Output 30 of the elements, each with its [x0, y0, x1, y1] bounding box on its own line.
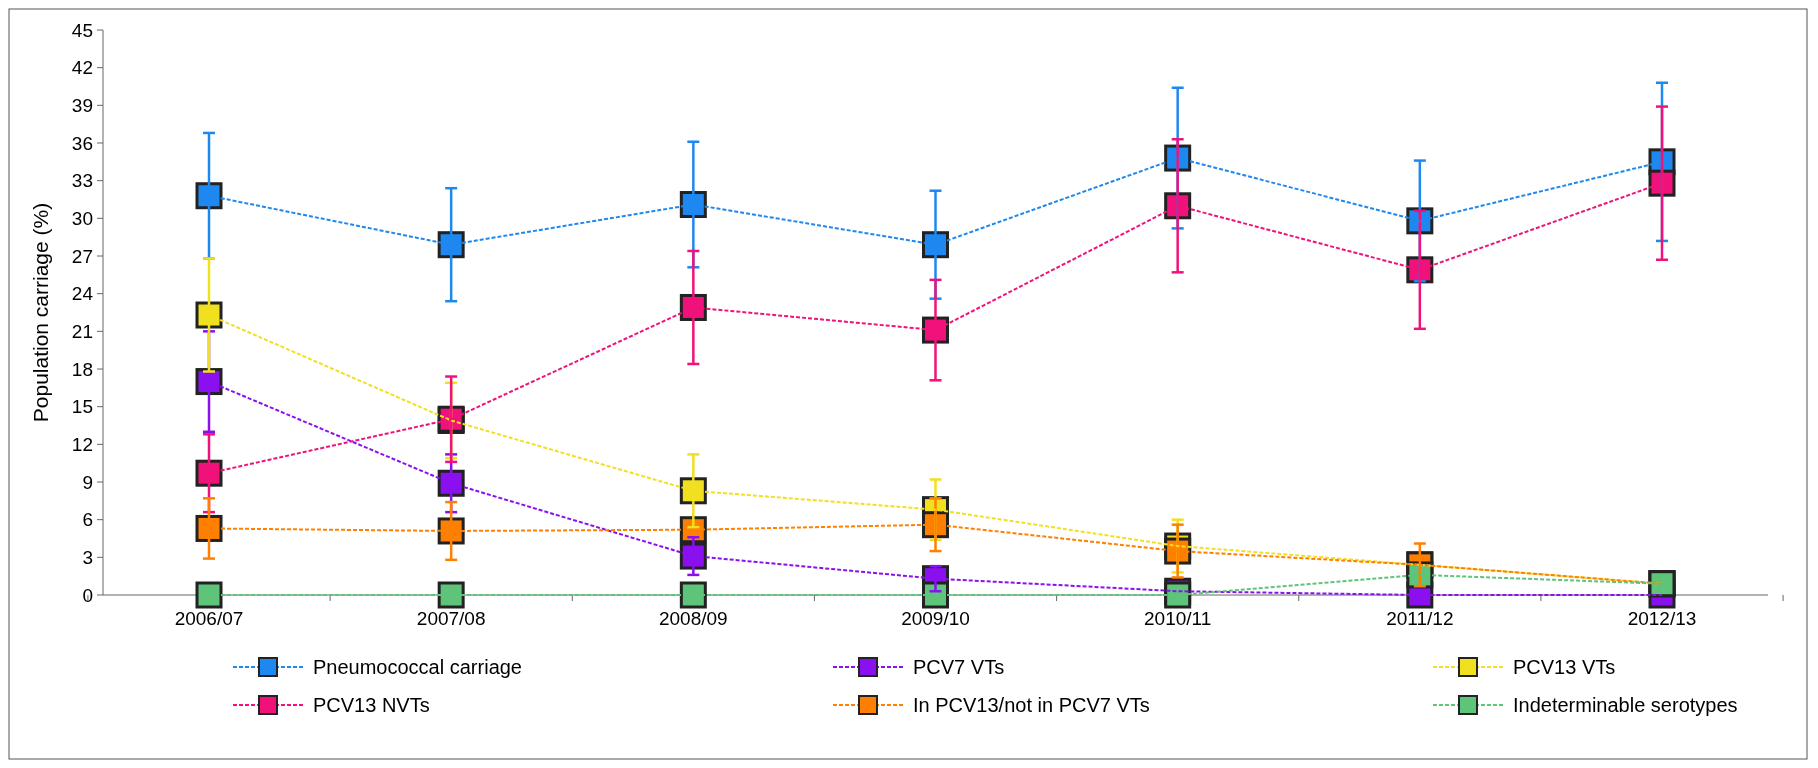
legend-label: Pneumococcal carriage	[313, 656, 522, 678]
y-tick-label: 36	[71, 132, 93, 154]
y-tick-label: 18	[71, 358, 93, 380]
y-tick-label: 24	[71, 283, 94, 305]
legend-label: PCV13 NVTs	[313, 694, 430, 716]
x-tick-label: 2010/11	[1144, 608, 1212, 629]
y-tick-label: 0	[82, 584, 93, 606]
y-tick-label: 45	[71, 19, 93, 41]
y-tick-label: 21	[71, 320, 93, 342]
y-tick-label: 33	[71, 170, 93, 192]
x-tick-label: 2008/09	[658, 608, 728, 629]
legend-label: In PCV13/not in PCV7 VTs	[913, 694, 1150, 716]
y-tick-label: 3	[82, 546, 93, 568]
y-tick-label: 15	[71, 396, 93, 418]
x-tick-label: 2009/10	[901, 608, 970, 629]
y-tick-label: 9	[82, 471, 93, 493]
x-tick-label: 2007/08	[416, 608, 486, 629]
x-tick-label: 2012/13	[1627, 608, 1697, 629]
y-tick-label: 30	[71, 207, 93, 229]
y-tick-label: 27	[71, 245, 93, 267]
y-tick-label: 39	[71, 94, 93, 116]
legend-label: Indeterminable serotypes	[1513, 694, 1738, 716]
y-tick-label: 12	[71, 433, 93, 455]
y-tick-label: 6	[82, 509, 93, 531]
y-tick-label: 42	[71, 57, 93, 79]
legend-label: PCV13 VTs	[1513, 656, 1616, 678]
legend-label: PCV7 VTs	[913, 656, 1005, 678]
y-axis-title: Population carriage (%)	[29, 202, 52, 423]
x-tick-label: 2006/07	[174, 608, 244, 629]
x-tick-label: 2011/12	[1386, 608, 1454, 629]
